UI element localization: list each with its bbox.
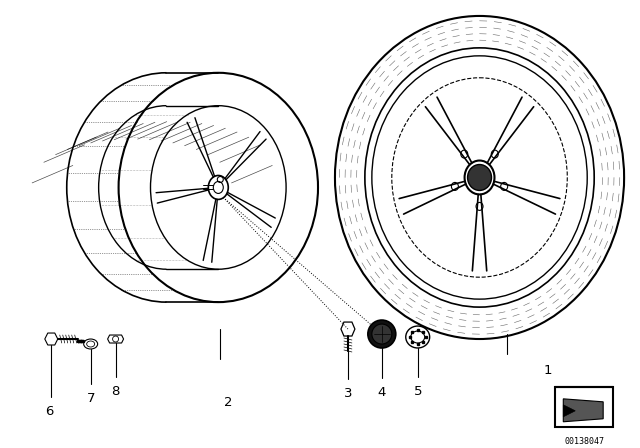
Text: 4: 4 (378, 386, 386, 399)
Text: 5: 5 (413, 385, 422, 398)
Ellipse shape (368, 320, 396, 348)
Ellipse shape (468, 164, 492, 190)
Text: 1: 1 (543, 364, 552, 377)
Text: 6: 6 (45, 405, 54, 418)
Ellipse shape (372, 324, 392, 344)
Text: 00138047: 00138047 (564, 437, 604, 446)
Text: 3: 3 (344, 387, 352, 400)
Polygon shape (563, 405, 575, 417)
Bar (556, 387, 613, 427)
Text: 8: 8 (111, 385, 120, 398)
Polygon shape (563, 399, 603, 422)
Text: 7: 7 (86, 392, 95, 405)
Text: 2: 2 (224, 396, 232, 409)
